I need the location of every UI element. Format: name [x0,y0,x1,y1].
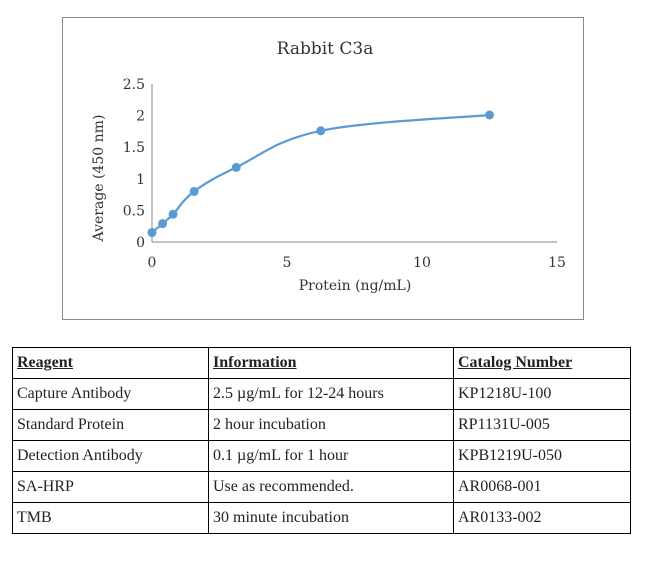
table-row: Capture Antibody 2.5 µg/mL for 12-24 hou… [12,378,631,410]
header-catalog-number: Catalog Number [453,347,631,379]
cell-reagent: SA-HRP [12,471,209,503]
y-tick-label: 1 [136,172,145,188]
chart-title: Rabbit C3a [277,39,374,59]
cell-catalog-number: AR0068-001 [453,471,631,503]
cell-information: 30 minute incubation [208,502,454,534]
table-row: SA-HRP Use as recommended. AR0068-001 [12,471,631,503]
reagent-table: Reagent Information Catalog Number Captu… [12,347,631,534]
x-tick-label: 0 [148,255,157,271]
table-row: TMB 30 minute incubation AR0133-002 [12,502,631,534]
cell-information: Use as recommended. [208,471,454,503]
y-axis-label: Average (450 nm) [91,115,107,243]
y-tick-labels: 0 0.5 1 1.5 2 2.5 [123,77,145,251]
cell-information: 0.1 µg/mL for 1 hour [208,440,454,472]
x-tick-label: 10 [413,255,431,271]
header-information: Information [208,347,454,379]
y-tick-label: 0.5 [123,203,145,219]
y-tick-label: 2 [136,109,145,125]
data-points [147,110,494,238]
table-header-row: Reagent Information Catalog Number [12,347,631,379]
cell-information: 2.5 µg/mL for 12-24 hours [208,378,454,410]
y-tick-label: 2.5 [123,77,145,93]
table-row: Standard Protein 2 hour incubation RP113… [12,409,631,441]
y-tick-label: 0 [136,235,145,251]
cell-catalog-number: AR0133-002 [453,502,631,534]
cell-catalog-number: RP1131U-005 [453,409,631,441]
cell-reagent: TMB [12,502,209,534]
data-point [189,186,199,196]
chart-svg: Rabbit C3a 0 0.5 1 1.5 2 2.5 0 5 10 15 Protein (… [91,39,566,294]
x-tick-label: 15 [548,255,566,271]
x-tick-labels: 0 5 10 15 [148,255,566,271]
data-point [147,228,157,238]
cell-catalog-number: KP1218U-100 [453,378,631,410]
header-reagent: Reagent [12,347,209,379]
y-tick-label: 1.5 [123,140,145,156]
data-point [485,110,494,120]
cell-reagent: Standard Protein [12,409,209,441]
data-point [158,219,168,229]
cell-catalog-number: KPB1219U-050 [453,440,631,472]
x-axis-label: Protein (ng/mL) [299,278,412,294]
cell-reagent: Capture Antibody [12,378,209,410]
data-point [231,162,241,172]
chart-panel: Rabbit C3a 0 0.5 1 1.5 2 2.5 0 5 10 15 Protein (… [62,17,584,320]
cell-information: 2 hour incubation [208,409,454,441]
cell-reagent: Detection Antibody [12,440,209,472]
x-tick-label: 5 [283,255,292,271]
data-point [316,126,326,136]
data-point [168,209,178,219]
table-row: Detection Antibody 0.1 µg/mL for 1 hour … [12,440,631,472]
